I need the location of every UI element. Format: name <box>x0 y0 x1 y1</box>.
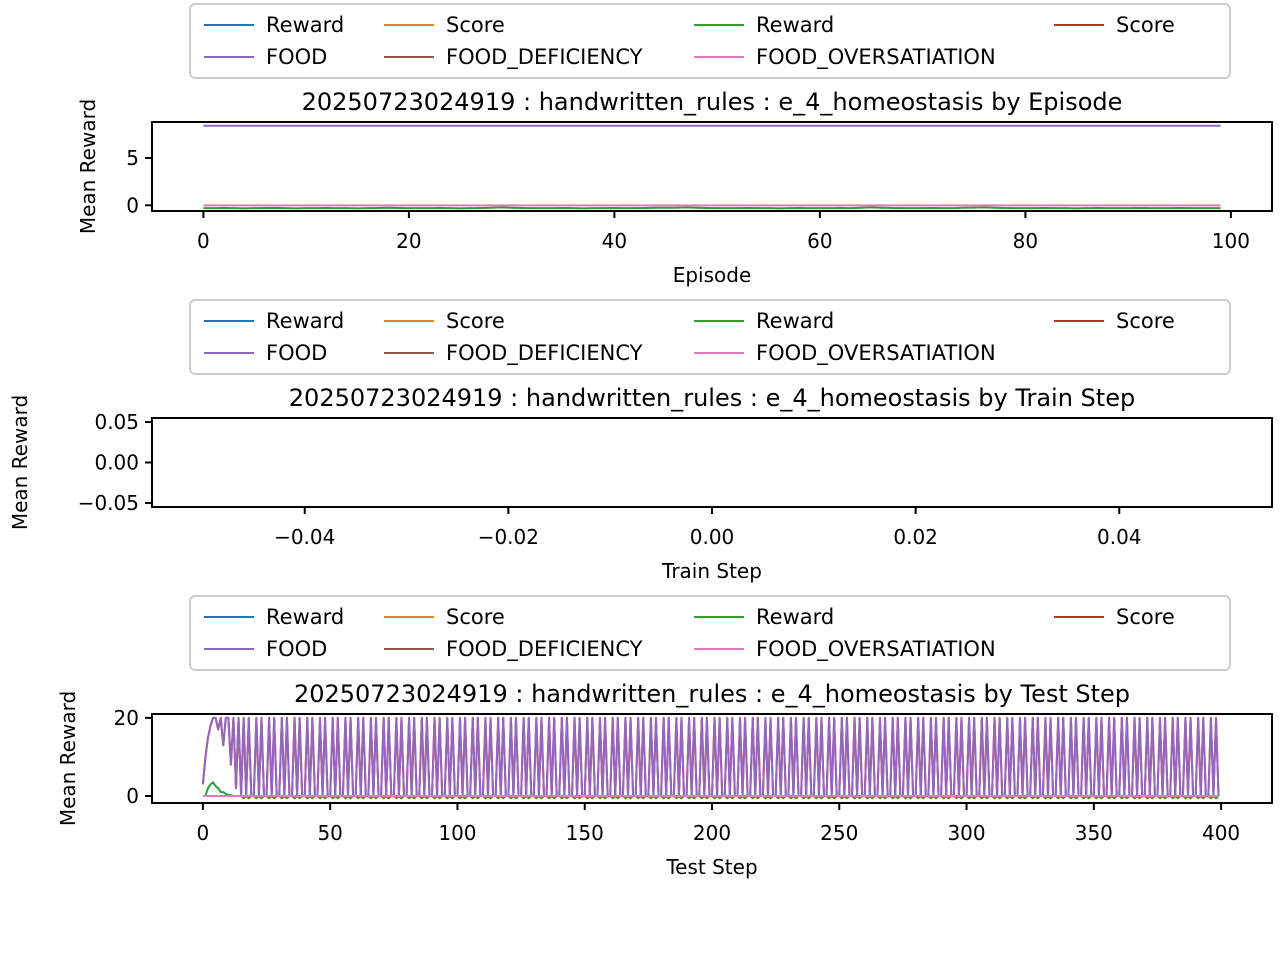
y-tick-label: −0.05 <box>78 491 139 515</box>
legend-label: Reward <box>266 605 344 629</box>
legend: Reward Score Reward Score FOOD FOOD_DEFICIENC… <box>189 595 1231 671</box>
legend-entry: FOOD <box>204 45 327 69</box>
y-tick-label: 0.00 <box>94 451 139 475</box>
legend-entry: FOOD_OVERSATIATION <box>694 45 996 70</box>
legend-label: Score <box>446 13 505 37</box>
x-tick-label: 250 <box>820 821 858 845</box>
x-tick-label: 40 <box>602 229 627 253</box>
x-tick-label: 300 <box>947 821 985 845</box>
legend-entry: FOOD_OVERSATIATION <box>694 341 996 366</box>
legend-entry: FOOD <box>204 341 327 365</box>
legend-entry: Reward <box>204 605 344 629</box>
x-tick-label: 200 <box>693 821 731 845</box>
legend-entry: Reward <box>694 309 834 333</box>
legend-label: FOOD <box>266 637 327 661</box>
y-tick-label: 0 <box>126 784 139 808</box>
legend-label: FOOD_OVERSATIATION <box>756 341 996 366</box>
x-tick-label: 50 <box>317 821 342 845</box>
x-tick-label: 150 <box>566 821 604 845</box>
x-tick-label: 20 <box>396 229 421 253</box>
legend-label: FOOD_OVERSATIATION <box>756 637 996 662</box>
x-axis-label: Test Step <box>665 855 757 879</box>
x-tick-label: 0.00 <box>690 525 735 549</box>
episode-subplot: 0 20 40 60 80 100 0 5 Episode Mean Reward 20250723… <box>76 3 1273 287</box>
legend-entry: FOOD_DEFICIENCY <box>384 341 643 366</box>
legend-entry: FOOD_OVERSATIATION <box>694 637 996 662</box>
x-tick-label: 0.02 <box>893 525 938 549</box>
x-axis-label: Train Step <box>661 559 762 583</box>
legend-label: FOOD <box>266 45 327 69</box>
legend-entry: Score <box>384 309 505 333</box>
legend-entry: FOOD_DEFICIENCY <box>384 45 643 70</box>
chart-title: 20250723024919 : handwritten_rules : e_4… <box>294 680 1130 708</box>
legend-label: Reward <box>756 605 834 629</box>
legend-label: Score <box>1116 13 1175 37</box>
legend-entry: Reward <box>204 13 344 37</box>
axes-frame <box>151 121 1273 212</box>
legend-entry: Reward <box>694 13 834 37</box>
y-tick-label: 5 <box>126 146 139 170</box>
x-tick-label: 80 <box>1013 229 1038 253</box>
legend: Reward Score Reward Score FOOD FOOD_DEFICIENC… <box>189 299 1231 375</box>
x-axis-label: Episode <box>673 263 752 287</box>
legend-entry: Reward <box>694 605 834 629</box>
series-line-reward <box>203 206 1221 210</box>
legend-label: Reward <box>756 309 834 333</box>
y-axis-label: Mean Reward <box>76 99 100 234</box>
legend-entry: Reward <box>204 309 344 333</box>
x-tick-label: 60 <box>807 229 832 253</box>
x-tick-label: 100 <box>438 821 476 845</box>
y-tick-label: 0.05 <box>94 410 139 434</box>
test-step-subplot: 0 50 100 150 200 250 300 350 400 0 20 Test Step Mean… <box>56 595 1273 879</box>
legend-label: FOOD_OVERSATIATION <box>756 45 996 70</box>
x-tick-label: 350 <box>1075 821 1113 845</box>
legend-label: Reward <box>266 13 344 37</box>
legend-label: FOOD <box>266 341 327 365</box>
x-tick-label: −0.02 <box>478 525 539 549</box>
y-axis-label: Mean Reward <box>8 395 32 530</box>
legend-label: FOOD_DEFICIENCY <box>446 45 643 70</box>
x-tick-label: 0 <box>197 229 210 253</box>
x-tick-label: 400 <box>1202 821 1240 845</box>
legend-label: Score <box>1116 605 1175 629</box>
x-tick-label: 100 <box>1212 229 1250 253</box>
legend-entry: Score <box>1054 309 1175 333</box>
legend-label: Reward <box>756 13 834 37</box>
axes-frame <box>151 417 1273 508</box>
legend-frame <box>189 299 1231 375</box>
legend-entry: Score <box>1054 13 1175 37</box>
legend-label: Score <box>446 605 505 629</box>
legend-entry: Score <box>384 605 505 629</box>
chart-title: 20250723024919 : handwritten_rules : e_4… <box>302 88 1123 116</box>
y-tick-label: 0 <box>126 193 139 217</box>
x-tick-label: 0 <box>197 821 210 845</box>
chart-title: 20250723024919 : handwritten_rules : e_4… <box>289 384 1135 412</box>
y-tick-label: 20 <box>114 706 139 730</box>
legend-entry: Score <box>1054 605 1175 629</box>
train-step-subplot: −0.04 −0.02 0.00 0.02 0.04 −0.05 0.00 0.05 Train… <box>8 299 1273 583</box>
legend-label: Score <box>1116 309 1175 333</box>
legend-frame <box>189 3 1231 79</box>
legend-entry: FOOD_DEFICIENCY <box>384 637 643 662</box>
legend-label: FOOD_DEFICIENCY <box>446 637 643 662</box>
series-line-food <box>201 716 1220 797</box>
legend-label: Reward <box>266 309 344 333</box>
x-tick-label: −0.04 <box>274 525 335 549</box>
legend-entry: FOOD <box>204 637 327 661</box>
y-axis-label: Mean Reward <box>56 691 80 826</box>
x-tick-label: 0.04 <box>1097 525 1142 549</box>
legend-label: Score <box>446 309 505 333</box>
legend-entry: Score <box>384 13 505 37</box>
legend-frame <box>189 595 1231 671</box>
legend-label: FOOD_DEFICIENCY <box>446 341 643 366</box>
legend: Reward Score Reward Score FOOD FOOD_DEFICIENC… <box>189 3 1231 79</box>
